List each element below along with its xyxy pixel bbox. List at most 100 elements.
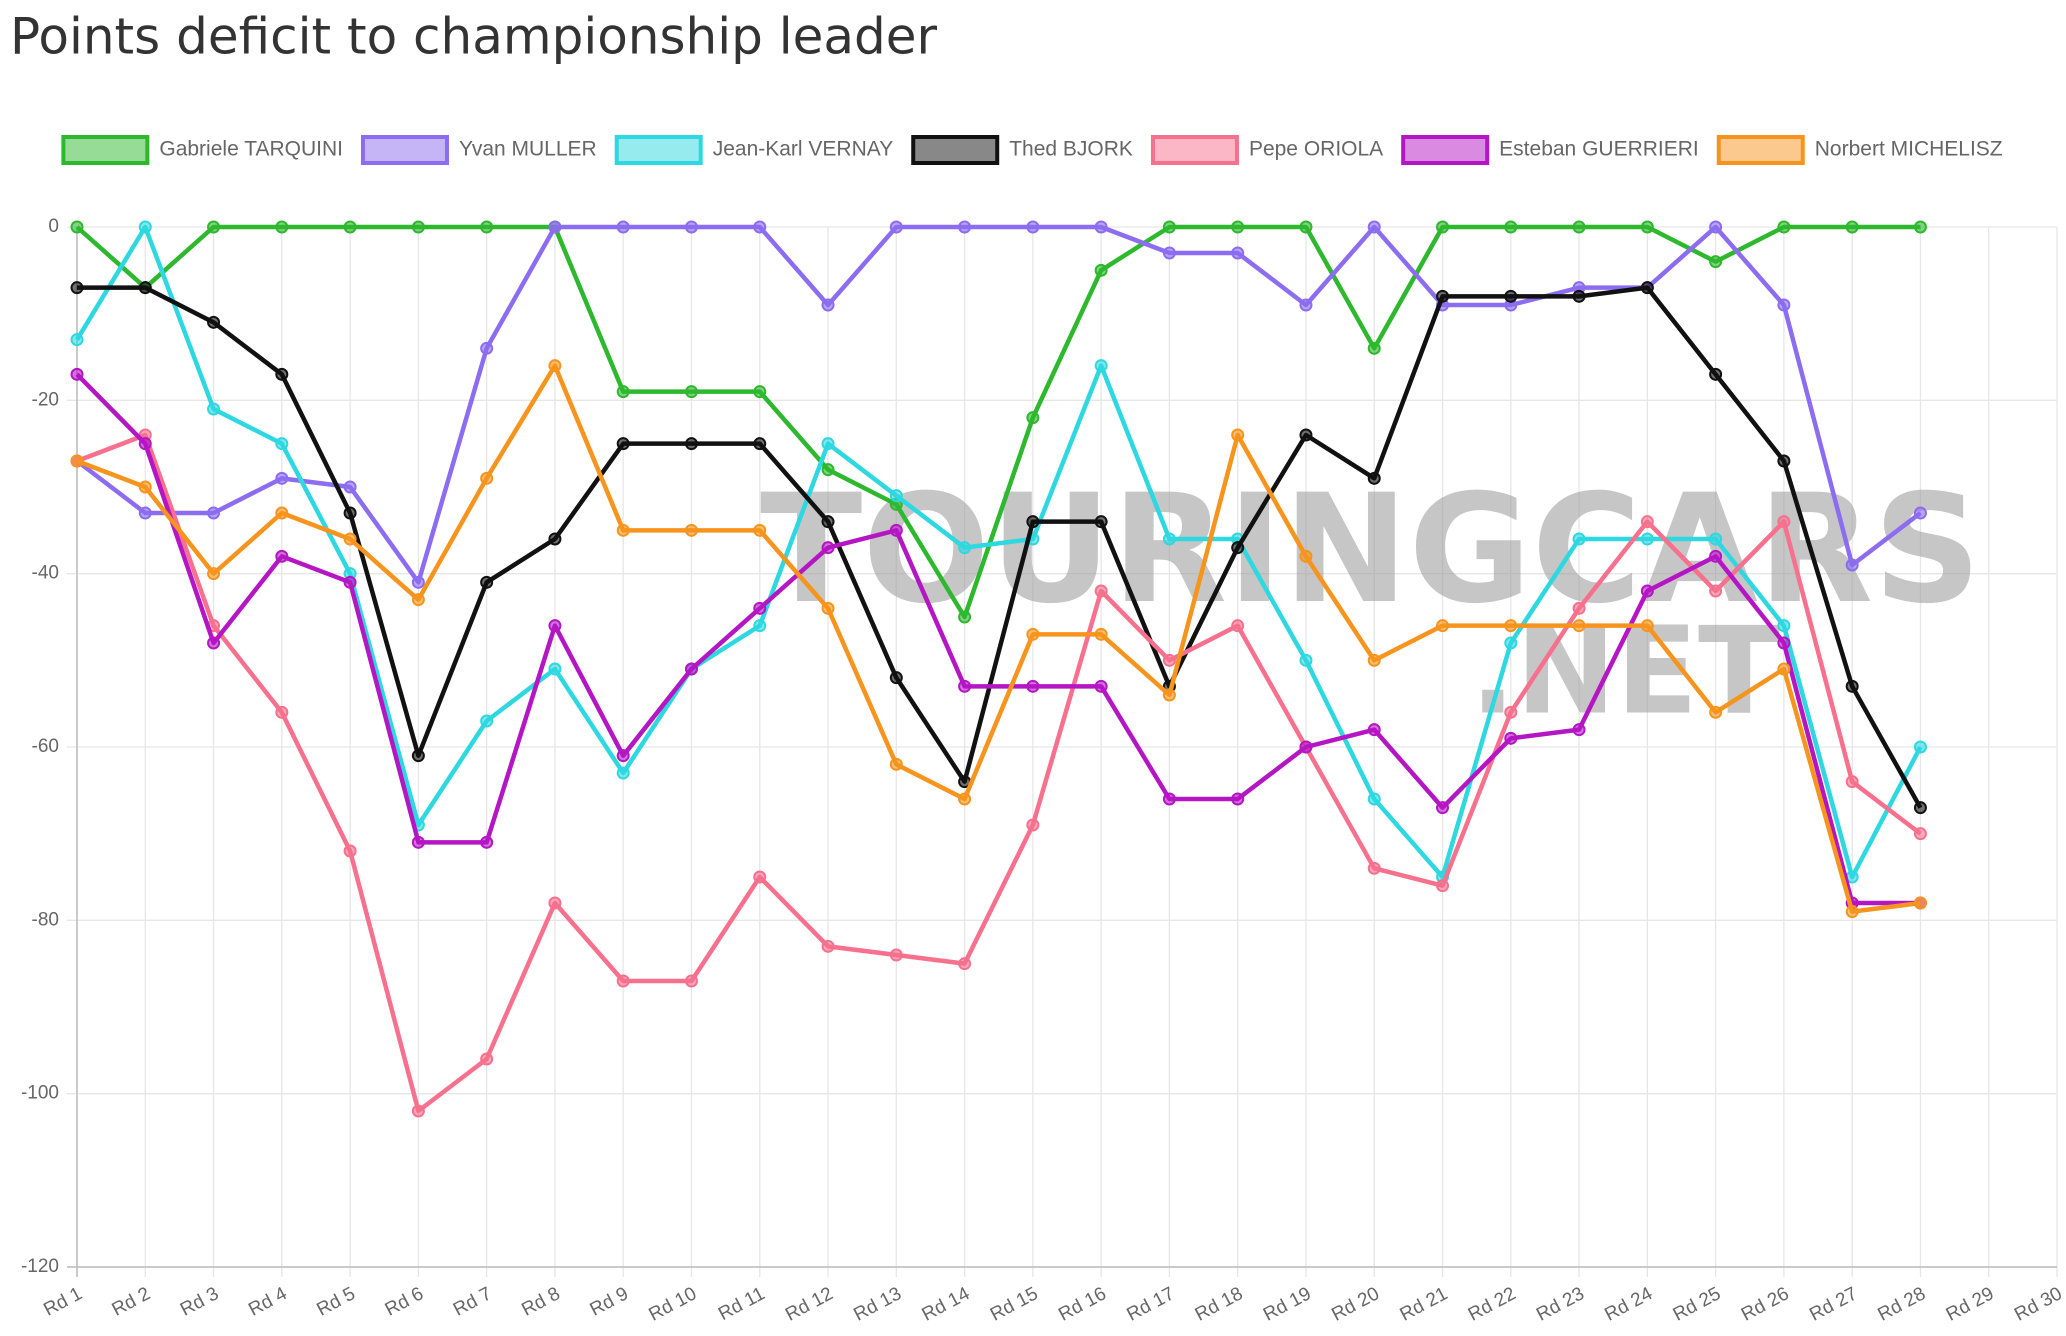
x-tick-label: Rd 26 [1738, 1283, 1793, 1325]
data-point [684, 523, 698, 537]
data-point [1572, 532, 1586, 546]
data-point [1094, 584, 1108, 598]
data-point [1231, 246, 1245, 260]
x-tick-label: Rd 19 [1260, 1283, 1315, 1325]
legend-label: Esteban GUERRIERI [1499, 138, 1699, 161]
legend-label: Gabriele TARQUINI [159, 138, 343, 161]
legend-item: Yvan MULLER [360, 135, 597, 165]
data-point [207, 220, 221, 234]
data-point [1094, 515, 1108, 529]
x-tick-label: Rd 9 [587, 1283, 632, 1320]
data-point [1436, 220, 1450, 234]
data-point [1299, 298, 1313, 312]
data-point [411, 575, 425, 589]
data-point [616, 749, 630, 763]
data-point [1094, 263, 1108, 277]
data-point [958, 957, 972, 971]
data-point [138, 480, 152, 494]
data-point [1094, 359, 1108, 373]
legend-swatch [1150, 135, 1239, 165]
x-tick-label: Rd 22 [1465, 1283, 1520, 1325]
data-point [889, 948, 903, 962]
data-point [343, 506, 357, 520]
series-line [76, 363, 1921, 914]
data-point [1709, 367, 1723, 381]
data-point [1367, 341, 1381, 355]
data-point [1504, 619, 1518, 633]
data-point [138, 437, 152, 451]
data-point [207, 506, 221, 520]
data-point [1026, 220, 1040, 234]
data-point [1913, 827, 1927, 841]
data-point [684, 437, 698, 451]
x-tick-label: Rd 24 [1601, 1283, 1656, 1326]
y-tick-label: -40 [32, 563, 59, 584]
x-tick-label: Rd 23 [1533, 1283, 1588, 1325]
data-point [275, 549, 289, 563]
data-point [684, 220, 698, 234]
legend-swatch [61, 135, 150, 165]
data-point [1640, 220, 1654, 234]
data-point [1640, 584, 1654, 598]
data-point [1162, 688, 1176, 702]
data-point [616, 523, 630, 537]
data-point [821, 298, 835, 312]
y-tick-label: -60 [32, 736, 59, 757]
data-point [1026, 515, 1040, 529]
x-tick-label: Rd 2 [109, 1283, 154, 1320]
data-point [548, 896, 562, 910]
data-point [1913, 801, 1927, 815]
data-point [1777, 298, 1791, 312]
data-point [1436, 801, 1450, 815]
legend-swatch [911, 135, 1000, 165]
data-point [1231, 428, 1245, 442]
x-tick-label: Rd 4 [245, 1283, 291, 1321]
series-line [75, 224, 1921, 620]
data-point [138, 220, 152, 234]
data-point [411, 593, 425, 607]
data-point [1777, 515, 1791, 529]
data-point [1913, 740, 1927, 754]
legend-label: Pepe ORIOLA [1249, 138, 1383, 161]
data-point [889, 489, 903, 503]
data-point [275, 471, 289, 485]
data-point [1777, 662, 1791, 676]
data-point [70, 333, 84, 347]
data-point [411, 1104, 425, 1118]
x-tick-label: Rd 10 [646, 1283, 701, 1325]
data-point [1367, 792, 1381, 806]
y-tick-label: -120 [21, 1256, 59, 1277]
data-point [1709, 549, 1723, 563]
data-point [684, 662, 698, 676]
legend-item: Thed BJORK [911, 135, 1133, 165]
x-tick-label: Rd 5 [314, 1283, 359, 1320]
legend-item: Norbert MICHELISZ [1716, 135, 2003, 165]
data-point [548, 220, 562, 234]
data-point [1231, 619, 1245, 633]
data-point [480, 220, 494, 234]
data-point [1777, 636, 1791, 650]
data-point [1640, 532, 1654, 546]
data-point [1845, 220, 1859, 234]
data-point [1709, 220, 1723, 234]
data-point [889, 523, 903, 537]
x-tick-label: Rd 20 [1328, 1283, 1383, 1325]
data-point [1640, 515, 1654, 529]
data-point [275, 367, 289, 381]
data-point [616, 385, 630, 399]
data-point [1436, 289, 1450, 303]
data-point [753, 619, 767, 633]
data-point [821, 541, 835, 555]
data-point [684, 385, 698, 399]
data-point [821, 601, 835, 615]
data-point [1026, 411, 1040, 425]
data-point [616, 220, 630, 234]
data-point [1640, 619, 1654, 633]
y-tick-label: -20 [32, 389, 59, 410]
legend-swatch [1716, 135, 1805, 165]
legend-label: Norbert MICHELISZ [1815, 138, 2003, 161]
legend-item: Esteban GUERRIERI [1401, 135, 1699, 165]
data-point [343, 575, 357, 589]
series-line [75, 224, 1923, 880]
data-point [616, 766, 630, 780]
